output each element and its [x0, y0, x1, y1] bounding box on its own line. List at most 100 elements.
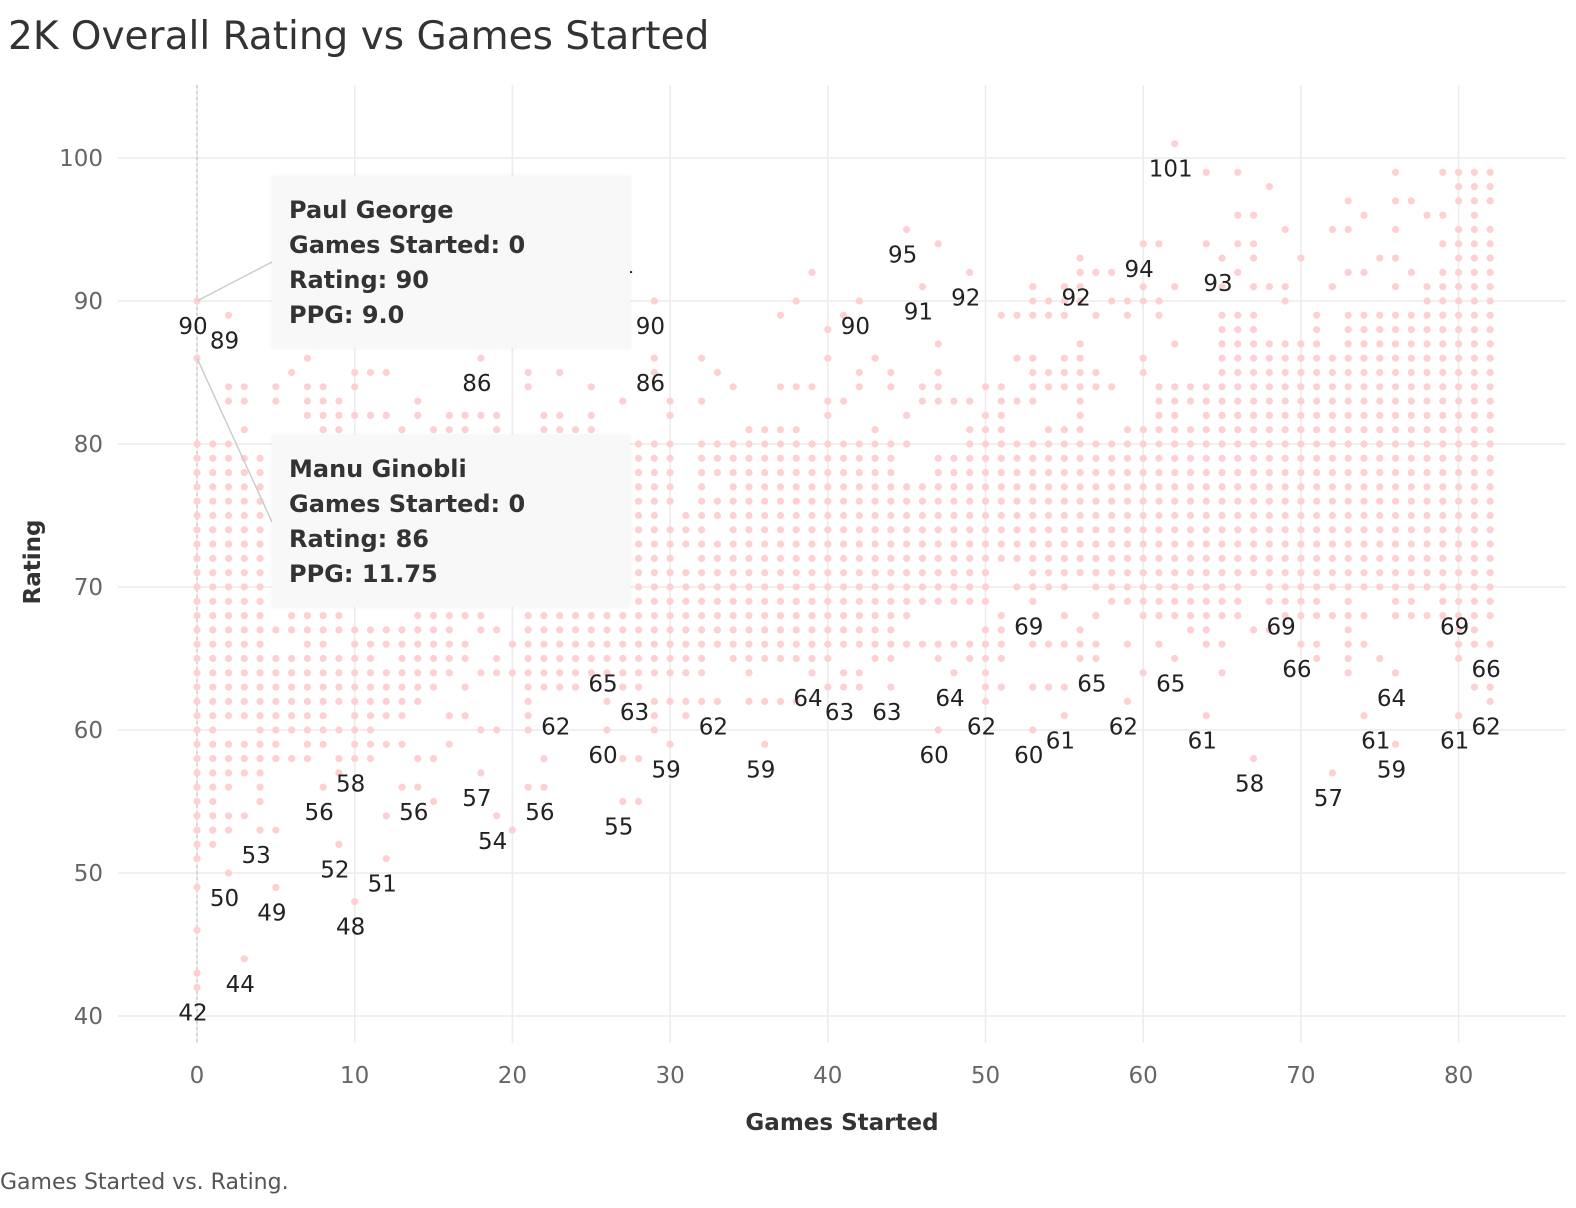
data-point[interactable] — [1376, 569, 1384, 577]
data-point[interactable] — [1439, 483, 1447, 491]
data-point[interactable] — [839, 397, 848, 405]
data-point[interactable] — [193, 969, 201, 977]
data-point[interactable] — [1470, 283, 1478, 291]
data-point[interactable] — [1328, 440, 1337, 448]
data-point[interactable] — [761, 569, 769, 577]
data-point[interactable] — [1313, 426, 1321, 434]
data-point[interactable] — [1076, 526, 1084, 534]
data-point[interactable] — [1013, 583, 1021, 591]
data-point[interactable] — [1344, 426, 1352, 434]
data-point[interactable] — [981, 597, 990, 605]
data-point[interactable] — [1391, 368, 1400, 377]
data-point[interactable] — [1376, 426, 1384, 434]
data-point[interactable] — [1297, 640, 1305, 648]
data-point[interactable] — [682, 654, 690, 663]
data-point[interactable] — [1092, 612, 1100, 620]
data-point[interactable] — [1044, 426, 1053, 434]
data-point[interactable] — [477, 726, 485, 734]
data-point[interactable] — [1344, 268, 1352, 276]
data-point[interactable] — [193, 654, 201, 663]
data-point[interactable] — [603, 654, 611, 663]
data-point[interactable] — [966, 469, 974, 477]
data-point[interactable] — [1171, 397, 1179, 405]
data-point[interactable] — [256, 755, 264, 763]
data-point[interactable] — [288, 654, 296, 663]
data-point[interactable] — [1297, 411, 1305, 419]
data-point[interactable] — [887, 554, 895, 563]
data-point[interactable] — [1218, 368, 1226, 377]
data-point[interactable] — [1391, 311, 1400, 319]
data-point[interactable] — [934, 640, 942, 648]
data-point[interactable] — [1407, 554, 1415, 563]
data-point[interactable] — [634, 683, 643, 691]
data-point[interactable] — [1202, 483, 1210, 491]
data-point[interactable] — [1439, 540, 1447, 548]
data-point[interactable] — [855, 297, 863, 305]
data-point[interactable] — [950, 640, 958, 648]
data-point[interactable] — [256, 712, 264, 720]
data-point[interactable] — [1234, 326, 1242, 334]
data-point[interactable] — [209, 497, 217, 505]
data-point[interactable] — [824, 526, 832, 534]
data-point[interactable] — [619, 626, 627, 634]
data-point[interactable] — [666, 697, 674, 706]
data-point[interactable] — [414, 755, 422, 763]
data-point[interactable] — [761, 654, 769, 663]
data-point[interactable] — [1155, 311, 1163, 319]
data-point[interactable] — [272, 755, 280, 763]
data-point[interactable] — [445, 712, 453, 720]
data-point[interactable] — [1029, 297, 1037, 305]
data-point[interactable] — [1486, 640, 1494, 648]
data-point[interactable] — [839, 583, 848, 591]
data-point[interactable] — [1297, 254, 1305, 262]
data-point[interactable] — [256, 826, 264, 834]
data-point[interactable] — [729, 626, 737, 634]
data-point[interactable] — [1060, 354, 1068, 362]
data-point[interactable] — [1013, 354, 1021, 362]
data-point[interactable] — [382, 368, 390, 377]
data-point[interactable] — [1265, 368, 1273, 377]
data-point[interactable] — [587, 654, 595, 663]
data-point[interactable] — [1029, 311, 1037, 319]
data-point[interactable] — [272, 654, 280, 663]
data-point[interactable] — [1360, 411, 1368, 419]
data-point[interactable] — [1139, 669, 1147, 677]
data-point[interactable] — [1044, 440, 1053, 448]
data-point[interactable] — [224, 483, 233, 491]
data-point[interactable] — [1391, 197, 1400, 205]
data-point[interactable] — [429, 640, 438, 648]
data-point[interactable] — [1218, 426, 1226, 434]
data-point[interactable] — [272, 740, 280, 748]
data-point[interactable] — [256, 640, 264, 648]
data-point[interactable] — [256, 783, 264, 791]
data-point[interactable] — [524, 383, 532, 391]
data-point[interactable] — [1249, 511, 1258, 520]
data-point[interactable] — [1470, 411, 1478, 419]
data-point[interactable] — [887, 483, 895, 491]
data-point[interactable] — [1407, 340, 1415, 348]
data-point[interactable] — [224, 397, 233, 405]
data-point[interactable] — [666, 569, 674, 577]
data-point[interactable] — [776, 383, 785, 391]
data-point[interactable] — [650, 640, 658, 648]
data-point[interactable] — [288, 726, 296, 734]
data-point[interactable] — [209, 483, 217, 491]
data-point[interactable] — [351, 383, 359, 391]
data-point[interactable] — [556, 683, 564, 691]
data-point[interactable] — [1407, 268, 1415, 276]
data-point[interactable] — [950, 526, 958, 534]
data-point[interactable] — [1281, 368, 1289, 377]
data-point[interactable] — [461, 654, 469, 663]
data-point[interactable] — [824, 569, 832, 577]
data-point[interactable] — [1455, 254, 1463, 262]
data-point[interactable] — [1470, 340, 1478, 348]
data-point[interactable] — [1171, 612, 1179, 620]
data-point[interactable] — [1391, 340, 1400, 348]
data-point[interactable] — [1455, 469, 1463, 477]
data-point[interactable] — [382, 697, 390, 706]
data-point[interactable] — [650, 554, 658, 563]
data-point[interactable] — [729, 511, 737, 520]
data-point[interactable] — [429, 654, 438, 663]
data-point[interactable] — [1486, 225, 1494, 234]
data-point[interactable] — [1439, 497, 1447, 505]
